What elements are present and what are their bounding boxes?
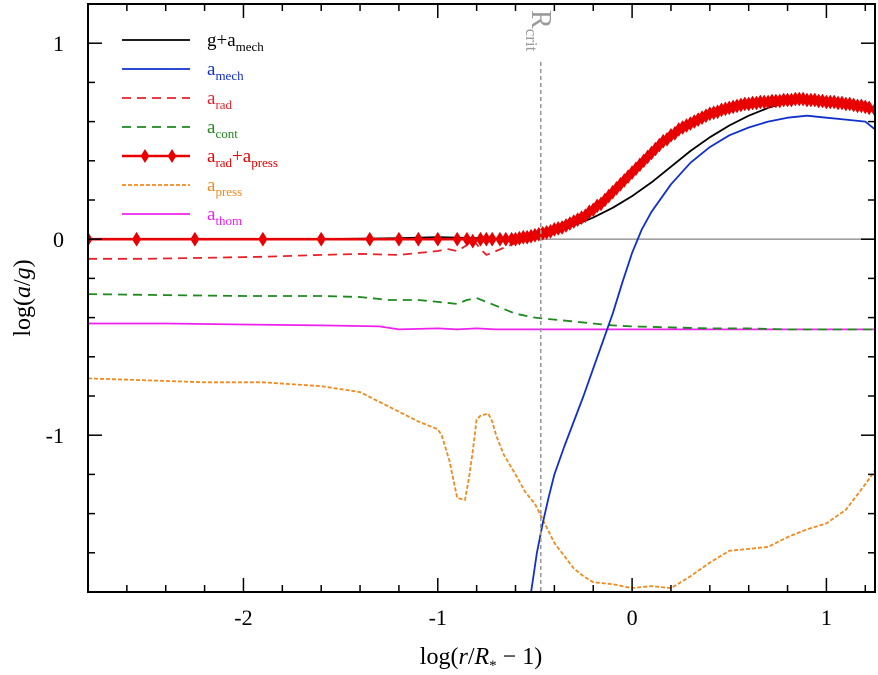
- series-layer: [88, 91, 875, 592]
- y-tick-label: 1: [53, 31, 64, 56]
- legend: g+amech amech arad acont arad+apress apress at…: [122, 30, 278, 228]
- legend-label-arad-apress: arad+apress: [207, 146, 278, 170]
- x-axis-title: log(r/R* − 1): [420, 644, 542, 674]
- diamond-marker: [316, 231, 326, 247]
- legend-label-arad: arad: [207, 88, 233, 112]
- legend-diamond-marker: [167, 149, 177, 163]
- diamond-marker: [365, 231, 375, 247]
- legend-diamond-marker: [140, 149, 150, 163]
- rcrit-label: Rcrit: [522, 10, 556, 52]
- diamond-marker: [131, 231, 142, 247]
- legend-label-athom: athom: [207, 204, 242, 228]
- diamond-marker: [394, 231, 404, 247]
- legend-label-amech: amech: [207, 59, 244, 83]
- y-axis-title: log(a/g): [10, 259, 36, 336]
- series-line-acont: [88, 293, 875, 331]
- series-line-athom: [88, 322, 875, 331]
- diamond-marker: [433, 231, 443, 247]
- diamond-marker: [462, 231, 472, 247]
- x-tick-label: 1: [821, 605, 832, 630]
- plot-frame: [87, 3, 876, 593]
- diamond-marker: [452, 231, 462, 247]
- diamond-marker: [468, 233, 478, 249]
- x-tick-label: -1: [429, 605, 447, 630]
- diamond-marker: [870, 102, 875, 118]
- legend-label-apress: apress: [207, 175, 242, 199]
- diamond-marker: [487, 231, 497, 247]
- tick-layer: -2 -1 0 1 -1 0 1: [46, 4, 875, 630]
- legend-label-acont: acont: [207, 117, 238, 141]
- y-tick-label: 0: [53, 227, 64, 252]
- y-tick-label: -1: [46, 423, 64, 448]
- diamond-marker: [413, 231, 423, 247]
- series-line-amech: [530, 114, 875, 592]
- diamond-marker: [258, 231, 268, 247]
- annotation-layer: Rcrit: [522, 10, 556, 592]
- diamond-marker: [190, 231, 200, 247]
- x-tick-label: 0: [627, 605, 638, 630]
- legend-label-g-amech: g+amech: [207, 30, 264, 54]
- x-tick-label: -2: [234, 605, 252, 630]
